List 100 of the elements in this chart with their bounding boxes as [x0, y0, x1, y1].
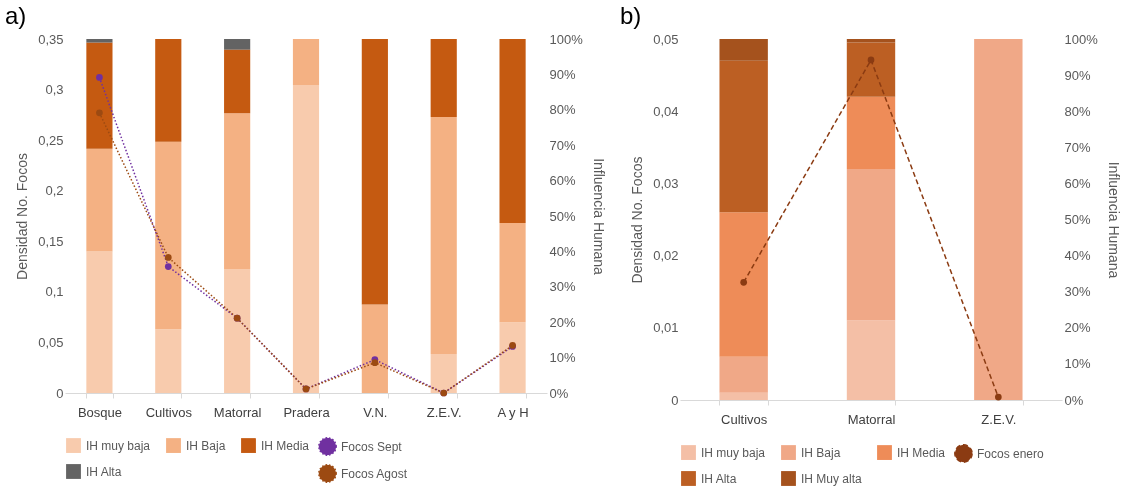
bar	[430, 354, 457, 393]
y2-tick-label: 60%	[1064, 175, 1091, 191]
legend-label: IH muy baja	[86, 438, 151, 453]
bar	[155, 141, 182, 330]
bar	[499, 322, 526, 393]
bar	[224, 269, 251, 393]
bar	[155, 329, 182, 393]
y2-tick-label: 100%	[1064, 31, 1099, 47]
bar	[846, 168, 896, 321]
chart-title: b)	[620, 2, 642, 29]
bar	[224, 49, 251, 114]
y2-tick-label: 70%	[549, 137, 576, 153]
legend-label: IH Baja	[801, 445, 841, 460]
y2-tick-label: 0%	[549, 385, 569, 401]
x-tick-label: Cultivos	[721, 411, 768, 427]
y2-tick-label: 10%	[549, 350, 576, 366]
bar	[86, 148, 113, 252]
bar	[719, 356, 768, 393]
y-tick-label: 0,2	[45, 183, 64, 199]
x-tick-label: Z.E.V.	[426, 404, 462, 420]
y-axis-title: Densidad No. Focos	[629, 156, 646, 284]
x-tick-label: Matorral	[213, 404, 262, 420]
y-tick-label: 0,05	[38, 334, 64, 350]
y-tick-label: 0,04	[653, 103, 679, 119]
bar	[86, 251, 113, 393]
point	[740, 278, 748, 286]
legend-label: Focos Agost	[341, 466, 408, 481]
bar	[974, 39, 1023, 400]
y-tick-label: 0	[56, 385, 64, 401]
legend-label: IH Baja	[186, 438, 226, 453]
y-tick-label: 0,25	[38, 132, 64, 148]
y2-axis-title: Influencia Humana	[1105, 161, 1122, 279]
point	[164, 263, 172, 270]
bar	[846, 320, 896, 400]
legend-label: IH Muy alta	[801, 471, 863, 486]
bar	[224, 39, 251, 50]
bar	[430, 116, 457, 355]
y-tick-label: 0,35	[38, 31, 64, 47]
y2-tick-label: 60%	[549, 173, 576, 189]
chart-title: a)	[5, 2, 27, 29]
y2-tick-label: 30%	[549, 279, 576, 295]
y2-tick-label: 0%	[1064, 392, 1084, 408]
legend-label: IH Alta	[86, 464, 122, 479]
bar	[719, 39, 768, 61]
bar	[292, 85, 320, 393]
y2-tick-label: 20%	[1064, 320, 1091, 336]
y2-tick-label: 40%	[1064, 248, 1091, 264]
y-tick-label: 0,01	[653, 320, 679, 336]
x-tick-label: Z.E.V.	[981, 411, 1017, 427]
legend-label: IH Alta	[701, 471, 737, 486]
y2-tick-label: 50%	[1064, 212, 1091, 227]
point	[867, 56, 875, 64]
bar	[846, 42, 896, 97]
bar	[430, 39, 457, 117]
x-tick-label: Cultivos	[145, 404, 193, 420]
bar	[499, 223, 526, 323]
bar	[361, 39, 388, 305]
bar	[846, 96, 896, 169]
bar	[719, 60, 768, 213]
y2-tick-label: 30%	[1064, 284, 1091, 300]
y2-tick-label: 100%	[549, 31, 584, 47]
bar	[86, 39, 113, 43]
bar	[86, 42, 113, 149]
point	[96, 74, 103, 81]
y-tick-label: 0,02	[653, 248, 679, 264]
point	[994, 393, 1002, 401]
y2-tick-label: 90%	[549, 66, 576, 82]
bar	[224, 113, 251, 270]
y-tick-label: 0,03	[653, 175, 679, 191]
legend-label: IH Media	[897, 445, 946, 460]
y2-tick-label: 50%	[549, 208, 576, 224]
bar	[719, 392, 768, 400]
point	[164, 254, 172, 261]
x-tick-label: Matorral	[847, 411, 896, 427]
y-axis-title: Densidad No. Focos	[14, 153, 31, 280]
x-tick-label: Pradera	[283, 404, 331, 420]
y2-tick-label: 20%	[549, 314, 576, 330]
y-tick-label: 0,05	[653, 31, 679, 47]
x-tick-label: A y H	[497, 404, 529, 420]
legend-label: Focos enero	[977, 446, 1045, 461]
y-tick-label: 0,1	[45, 284, 64, 300]
bar	[719, 212, 768, 357]
bar	[292, 39, 320, 86]
y-tick-label: 0,15	[38, 233, 64, 249]
y2-tick-label: 80%	[1064, 103, 1091, 119]
legend-label: IH Media	[261, 438, 310, 453]
y2-tick-label: 40%	[549, 243, 576, 259]
y2-axis-title: Influencia Humana	[590, 158, 607, 276]
bar	[361, 304, 388, 393]
x-tick-label: V.N.	[363, 404, 388, 420]
legend-label: Focos Sept	[341, 439, 403, 454]
y-tick-label: 0	[671, 392, 679, 408]
y2-tick-label: 90%	[1064, 67, 1091, 83]
y2-tick-label: 10%	[1064, 356, 1091, 372]
x-tick-label: Bosque	[77, 404, 122, 420]
y2-tick-label: 70%	[1064, 139, 1091, 155]
bar	[499, 39, 526, 224]
bar	[155, 39, 182, 142]
y2-tick-label: 80%	[549, 102, 576, 118]
point	[96, 109, 103, 117]
